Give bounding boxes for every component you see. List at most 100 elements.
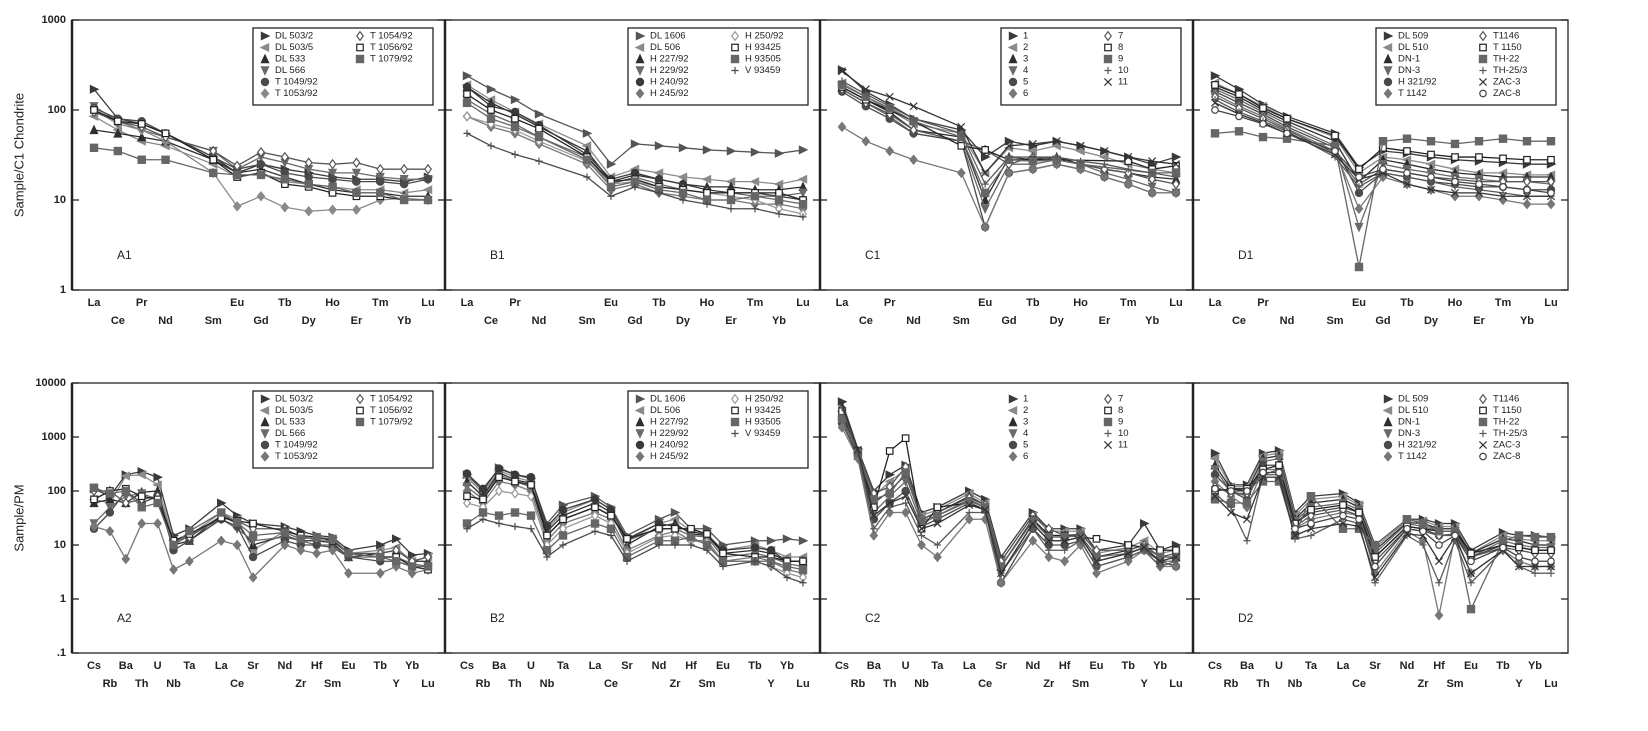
marker bbox=[209, 145, 218, 157]
x-tick-label: Gd bbox=[253, 315, 268, 327]
marker bbox=[1547, 557, 1555, 566]
series-segment bbox=[141, 129, 166, 142]
x-tick-label: Sm bbox=[1072, 678, 1089, 690]
panel-label: A2 bbox=[117, 611, 132, 625]
series-segment bbox=[252, 522, 286, 532]
marker bbox=[774, 148, 785, 158]
marker bbox=[703, 530, 711, 538]
x-tick-label: Sr bbox=[247, 660, 259, 672]
marker bbox=[1467, 557, 1475, 566]
marker bbox=[280, 539, 290, 551]
x-tick-label: Yb bbox=[772, 315, 786, 327]
marker bbox=[1283, 129, 1291, 138]
marker bbox=[1354, 203, 1364, 214]
series-segment bbox=[1152, 165, 1177, 170]
marker bbox=[1331, 147, 1339, 155]
marker bbox=[1004, 136, 1015, 146]
legend-label: DL 533 bbox=[275, 54, 305, 65]
x-tick-label: Ho bbox=[325, 297, 340, 309]
marker bbox=[256, 170, 266, 180]
legend-label: 6 bbox=[1023, 451, 1028, 462]
x-tick-label: Sr bbox=[1369, 660, 1381, 672]
x-tick-label: Ce bbox=[978, 678, 992, 690]
legend-marker bbox=[635, 416, 645, 427]
series-segment bbox=[626, 544, 660, 562]
x-tick-label: La bbox=[1337, 660, 1351, 672]
marker bbox=[678, 143, 689, 153]
marker bbox=[1418, 519, 1428, 528]
legend-label: DL 566 bbox=[275, 65, 305, 76]
marker bbox=[1531, 569, 1539, 577]
marker bbox=[1211, 106, 1219, 114]
series-segment bbox=[1470, 546, 1504, 558]
series-segment bbox=[778, 186, 804, 191]
marker bbox=[1100, 160, 1109, 168]
series-segment bbox=[754, 208, 780, 215]
series-segment bbox=[1238, 107, 1264, 120]
marker bbox=[1338, 524, 1348, 533]
series-segment bbox=[905, 512, 923, 546]
marker bbox=[1227, 503, 1235, 511]
marker bbox=[1530, 532, 1540, 542]
series-segment bbox=[1502, 199, 1528, 205]
series-segment bbox=[1214, 91, 1240, 104]
y-tick-label: 1000 bbox=[42, 14, 66, 26]
legend-label: 7 bbox=[1118, 394, 1123, 405]
series-segment bbox=[1152, 172, 1177, 178]
marker bbox=[1123, 178, 1133, 190]
legend-label: 1 bbox=[1023, 394, 1028, 405]
marker bbox=[1028, 139, 1037, 148]
marker bbox=[869, 495, 879, 504]
legend-label: DN-1 bbox=[1398, 417, 1420, 428]
series-segment bbox=[1470, 546, 1504, 562]
marker bbox=[1403, 147, 1411, 155]
series-segment bbox=[466, 93, 492, 111]
series-segment bbox=[682, 199, 708, 205]
legend-marker bbox=[730, 54, 740, 64]
x-tick-label: Yb bbox=[780, 660, 794, 672]
legend-marker bbox=[1479, 452, 1487, 461]
series-segment bbox=[1214, 109, 1240, 117]
marker bbox=[232, 201, 242, 212]
legend-frame bbox=[252, 27, 434, 106]
series-segment bbox=[1478, 189, 1504, 194]
legend-label: T 1079/92 bbox=[370, 54, 413, 65]
series-segment bbox=[1422, 544, 1440, 583]
marker bbox=[750, 147, 761, 157]
marker bbox=[535, 157, 543, 165]
series-segment bbox=[356, 162, 381, 170]
marker bbox=[1242, 515, 1252, 524]
series-segment bbox=[1032, 163, 1057, 170]
series-segment bbox=[308, 168, 333, 174]
legend-label: 2 bbox=[1023, 405, 1028, 416]
marker bbox=[1259, 104, 1267, 112]
series-segment bbox=[252, 544, 286, 578]
legend-marker bbox=[1478, 54, 1488, 64]
marker bbox=[1274, 454, 1284, 464]
series-segment bbox=[562, 511, 596, 525]
series-segment bbox=[490, 109, 516, 120]
marker bbox=[1028, 163, 1038, 175]
series-segment bbox=[1159, 556, 1177, 562]
marker bbox=[1052, 137, 1061, 146]
legend-marker bbox=[260, 416, 270, 427]
marker bbox=[479, 495, 487, 504]
legend-label: 1 bbox=[1023, 31, 1028, 42]
marker bbox=[774, 195, 784, 205]
series-segment bbox=[1470, 540, 1504, 610]
marker bbox=[701, 174, 712, 184]
legend-label: V 93459 bbox=[745, 65, 780, 76]
marker bbox=[655, 189, 663, 197]
series-segment bbox=[284, 162, 309, 170]
x-tick-label: Ta bbox=[183, 660, 196, 672]
series-segment bbox=[1143, 523, 1161, 551]
x-tick-label: Ce bbox=[484, 315, 498, 327]
marker bbox=[775, 189, 783, 197]
marker bbox=[1354, 262, 1364, 272]
marker bbox=[527, 481, 535, 489]
marker bbox=[1475, 153, 1483, 161]
legend-marker bbox=[635, 394, 646, 404]
x-tick-label: Ce bbox=[859, 315, 873, 327]
x-tick-label: Pr bbox=[884, 297, 896, 309]
marker bbox=[583, 173, 591, 181]
